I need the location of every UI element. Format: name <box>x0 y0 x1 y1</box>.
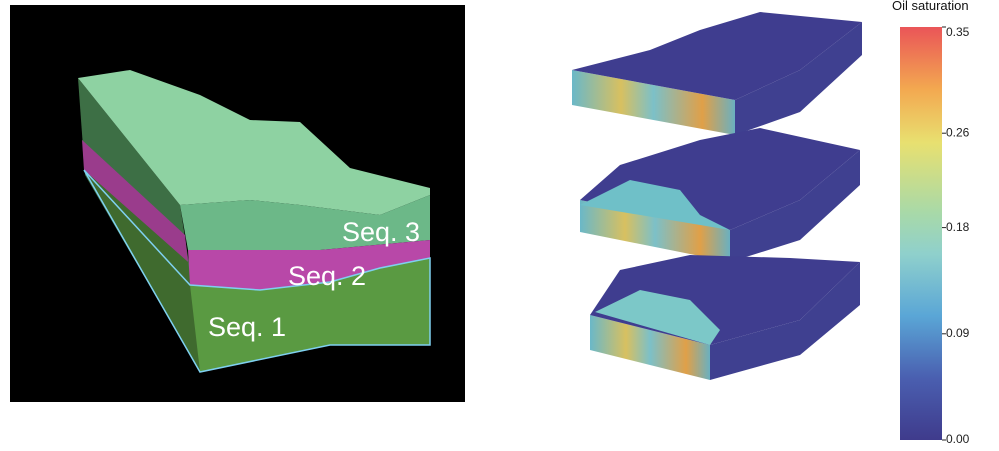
saturation-slabs <box>572 12 862 380</box>
colorbar-title: Oil saturation <box>892 0 969 13</box>
tick-label: 0.35 <box>946 25 970 39</box>
tick-label: 0.00 <box>946 432 970 446</box>
sequence-label: Seq. 1 <box>208 312 286 342</box>
tick-label: 0.18 <box>946 220 970 234</box>
colorbar <box>900 27 942 440</box>
sequence-label: Seq. 2 <box>288 261 366 291</box>
tick-label: 0.09 <box>946 326 970 340</box>
geological-block <box>78 70 431 373</box>
tick-label: 0.26 <box>946 125 970 139</box>
sequence-label: Seq. 3 <box>342 217 420 247</box>
